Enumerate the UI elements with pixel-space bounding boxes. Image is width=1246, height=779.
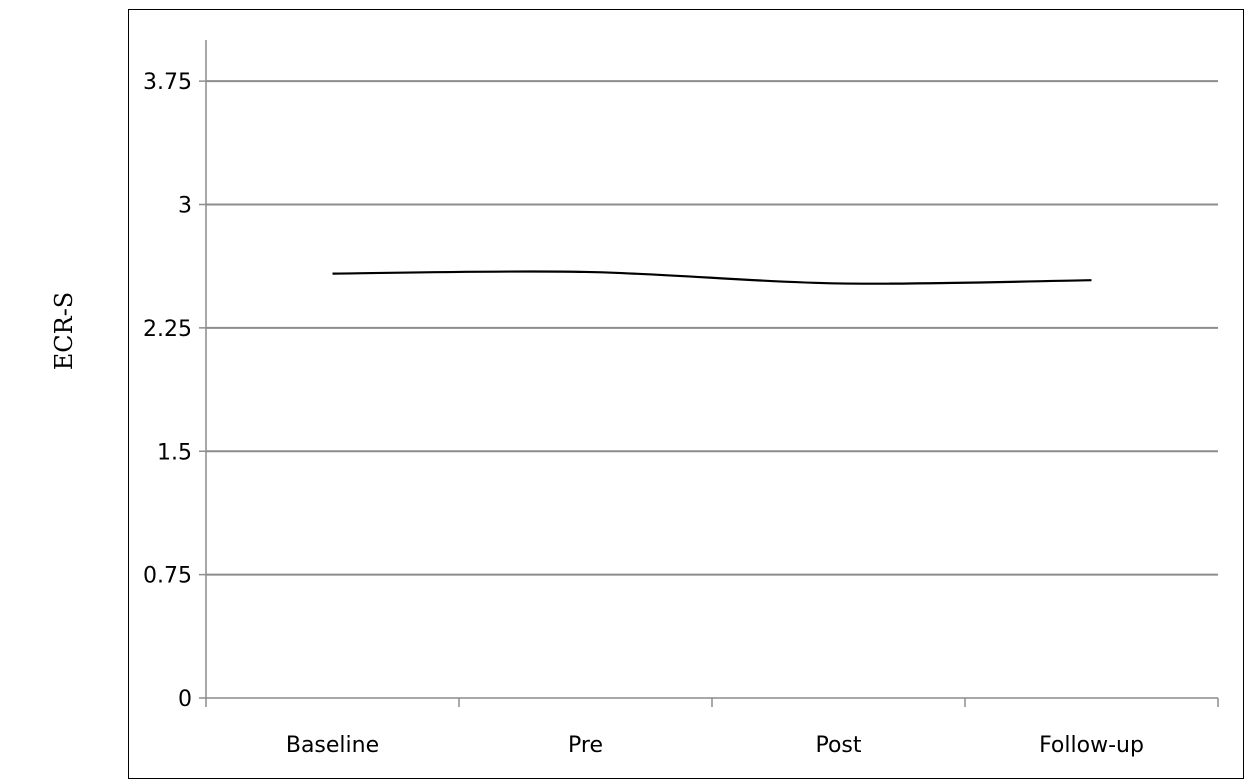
y-tick-label: 0.75 [143,564,192,589]
x-tick-label: Post [815,733,861,758]
chart-frame [128,9,1244,779]
y-tick-label: 2.25 [143,317,192,342]
x-tick-label: Follow-up [1039,733,1144,758]
data-point [331,272,333,274]
series-line [332,270,1092,285]
x-tick-label: Baseline [286,733,379,758]
y-tick-label: 0 [178,687,192,712]
y-tick-label: 1.5 [157,440,192,465]
y-tick-label: 3.75 [143,70,192,95]
gridlines [206,80,1218,576]
data-point [837,282,839,284]
x-tick-labels: Baseline Pre Post Follow-up [286,733,1144,758]
axes [199,40,1219,707]
y-tick-labels: 0 0.75 1.5 2.25 3 3.75 [143,70,192,712]
x-tick-label: Pre [568,733,603,758]
y-tick-label: 3 [178,194,192,219]
series [331,270,1092,285]
data-point [584,271,586,273]
data-point [1090,279,1092,281]
